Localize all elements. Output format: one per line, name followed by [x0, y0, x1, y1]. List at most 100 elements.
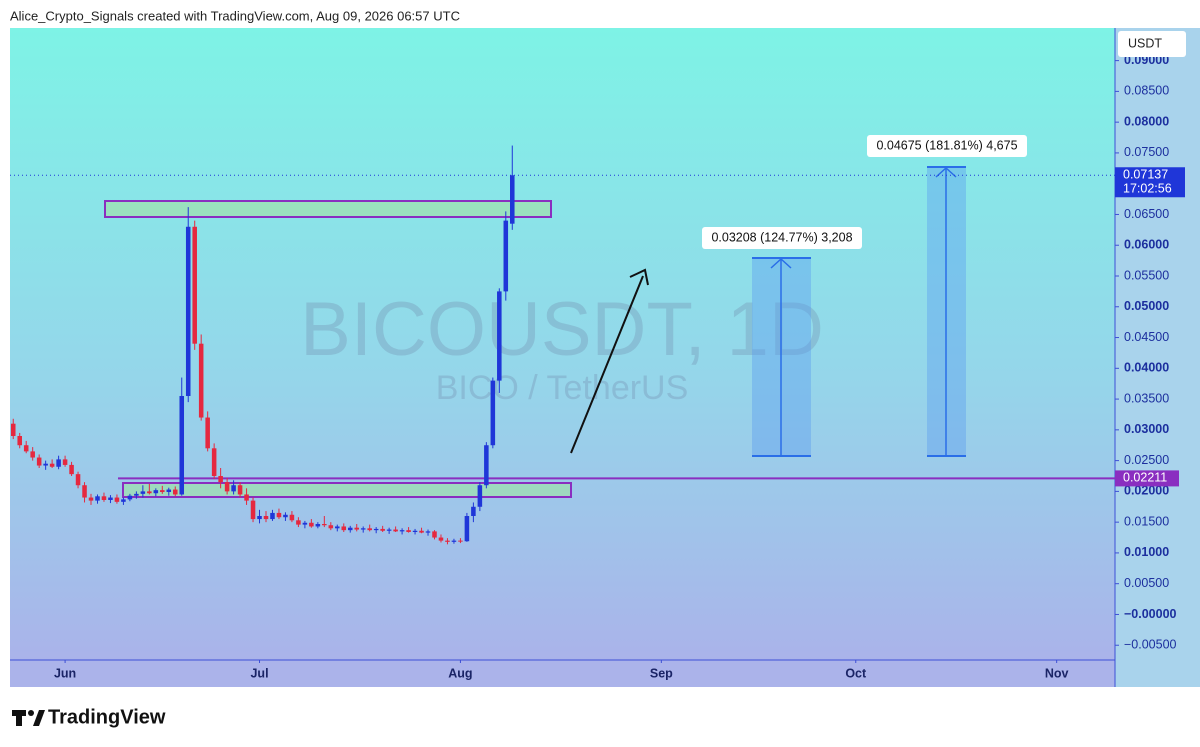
candle-body	[147, 491, 152, 494]
measure-label: 0.03208 (124.77%) 3,208	[711, 230, 852, 244]
measure-label-box	[702, 227, 862, 249]
candle-body	[276, 512, 282, 518]
candle-body	[127, 495, 133, 500]
logo-mark	[12, 710, 26, 726]
brand-logo: TradingView	[12, 706, 166, 728]
candle-body	[510, 175, 515, 224]
y-tick-label: 0.03000	[1124, 422, 1169, 436]
candle-body	[218, 476, 223, 483]
candle-body	[121, 499, 126, 502]
candle-body	[347, 527, 353, 531]
candle-body	[451, 540, 457, 542]
y-tick-label: 0.05500	[1124, 268, 1169, 282]
candle-body	[30, 451, 35, 458]
candle-body	[296, 520, 301, 525]
support-zone	[122, 482, 572, 498]
candle-body	[315, 524, 321, 527]
y-tick-label: 0.02000	[1124, 484, 1169, 498]
candle-body	[484, 445, 489, 486]
y-tick-label: −0.00500	[1124, 638, 1177, 652]
watermark-description: BICO / TetherUS	[436, 369, 689, 407]
candle-body	[360, 528, 366, 530]
candle-body	[380, 528, 385, 531]
candle-body	[289, 514, 295, 521]
candle-body	[419, 530, 424, 533]
plot-background	[10, 28, 1115, 660]
y-tick-label: 0.00500	[1124, 576, 1169, 590]
candle-body	[471, 506, 476, 516]
candle-body	[445, 540, 450, 542]
candle-body	[432, 531, 437, 538]
y-tick-label: 0.04000	[1124, 361, 1169, 375]
candle-body	[101, 496, 107, 500]
candle-body	[244, 494, 249, 501]
candle-body	[497, 291, 502, 381]
candle-body	[49, 463, 55, 467]
candle-body	[263, 516, 269, 520]
candle-body	[140, 491, 146, 494]
candle-body	[328, 525, 334, 529]
candle-body	[270, 512, 275, 520]
candle-body	[17, 436, 22, 446]
candle-body	[160, 490, 165, 492]
header: Alice_Crypto_Signals created with Tradin…	[10, 8, 460, 23]
level-label: 0.02211	[1123, 471, 1167, 485]
y-tick-label: −0.00000	[1124, 607, 1177, 621]
measure-arrow	[770, 257, 792, 269]
candle-body	[386, 529, 392, 531]
arrow-head	[629, 268, 649, 286]
measure-arrow	[935, 166, 957, 178]
drawings: 0.03208 (124.77%) 3,208 0.04675 (181.81%…	[104, 135, 1027, 498]
candle-body	[438, 537, 444, 541]
series-layer: −0.00500 −0.00000 0.00500 0.01000 0.01500 0.0…	[10, 53, 1185, 680]
candle-body	[309, 522, 314, 527]
logo-mark	[28, 710, 34, 716]
candle-body	[250, 500, 256, 520]
level-tag	[1115, 470, 1179, 487]
candle-body	[192, 226, 197, 344]
x-tick-label: Jun	[54, 666, 76, 680]
candle-body	[302, 522, 308, 525]
candle-body	[95, 496, 100, 501]
watermark-symbol: BICOUSDT, 1D	[300, 287, 824, 372]
time-axis-background	[10, 660, 1115, 687]
candle-body	[36, 457, 42, 466]
y-tick-label: 0.01500	[1124, 514, 1169, 528]
candle-body	[23, 445, 29, 452]
y-tick-label: 0.08500	[1124, 84, 1169, 98]
price-axis-background	[1115, 28, 1200, 687]
candle-body	[425, 531, 431, 533]
candle-body	[354, 527, 359, 530]
x-tick-label: Sep	[650, 666, 673, 680]
candle-body	[393, 529, 398, 532]
candle-body	[224, 482, 230, 492]
candle-body	[257, 516, 262, 520]
candle-body	[179, 396, 185, 495]
x-tick-label: Aug	[448, 666, 472, 680]
candle-body	[205, 417, 210, 449]
candle-body	[185, 226, 191, 396]
x-tick-label: Oct	[845, 666, 867, 680]
candle-body	[10, 423, 16, 436]
candle-body	[211, 448, 217, 476]
y-tick-label: 0.04500	[1124, 330, 1169, 344]
candle-body	[503, 220, 509, 292]
candle-body	[464, 516, 470, 542]
brand: TradingView	[48, 706, 166, 728]
y-tick-label: 0.03500	[1124, 391, 1169, 405]
y-tick-label: 0.08000	[1124, 114, 1169, 128]
candle-body	[477, 485, 483, 507]
arrow-shaft	[570, 275, 644, 454]
currency-box	[1118, 31, 1186, 57]
candle-body	[458, 540, 463, 542]
candle-body	[166, 489, 172, 492]
candle-body	[114, 497, 120, 502]
y-tick-label: 0.05000	[1124, 299, 1169, 313]
currency: USDT	[1128, 36, 1162, 50]
candle-body	[231, 485, 236, 492]
candle-body	[373, 528, 379, 531]
candle-body	[69, 464, 74, 475]
candle-body	[153, 490, 159, 494]
candle-body	[237, 485, 243, 495]
